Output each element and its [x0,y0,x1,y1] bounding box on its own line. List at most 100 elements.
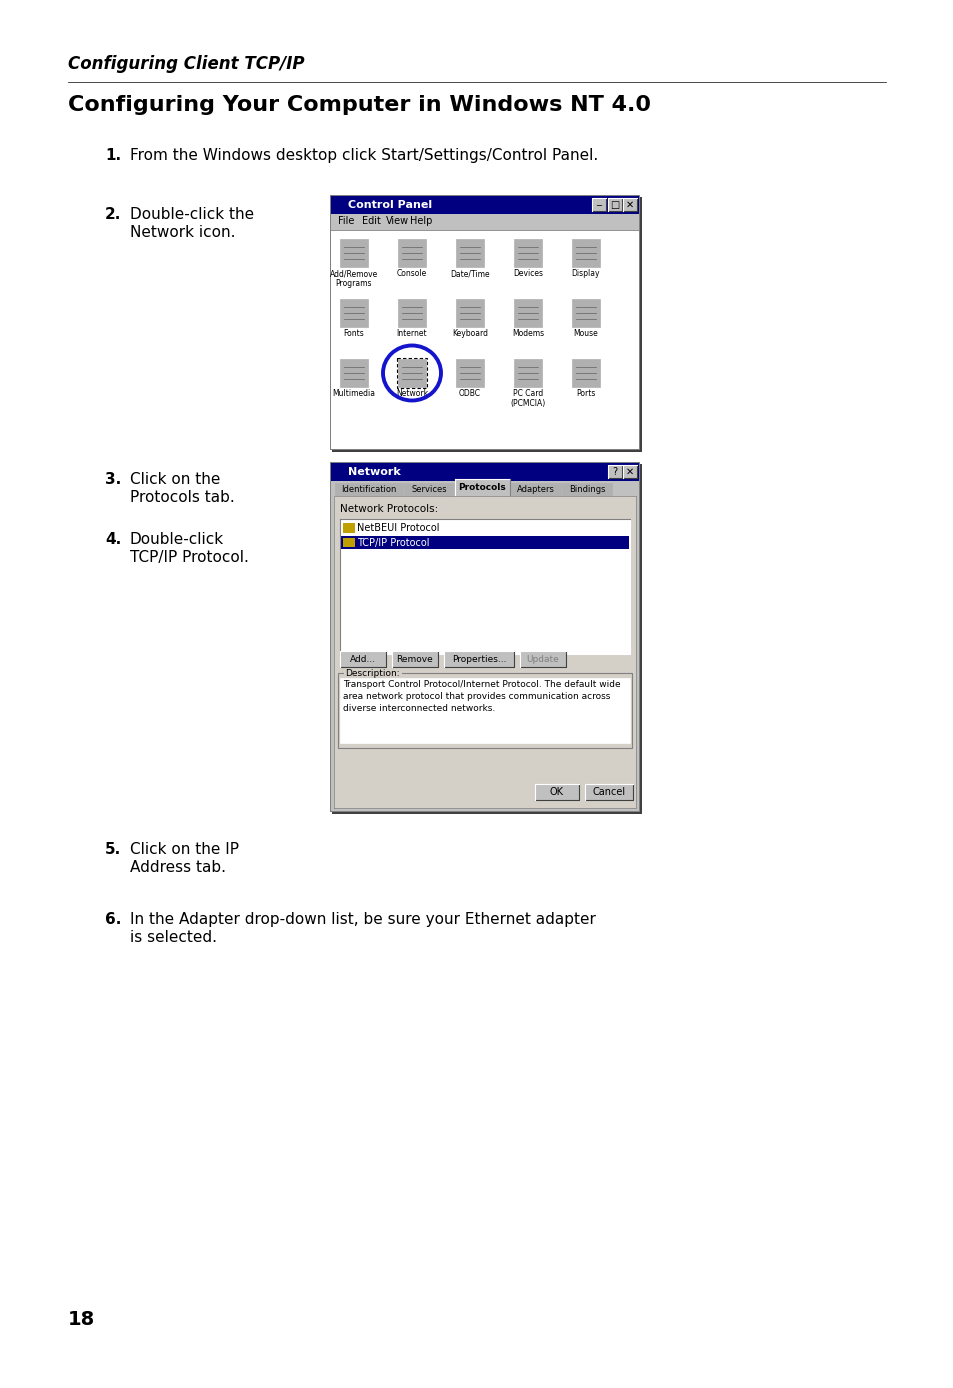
Bar [397,239,426,266]
Bar [331,482,639,811]
Text: Help: Help [410,217,432,226]
Text: Control Panel: Control Panel [348,200,432,210]
Text: Remove: Remove [396,655,433,663]
Text: Devices: Devices [513,269,542,278]
Text: 2.: 2. [105,207,121,222]
Bar [340,536,628,550]
Bar [535,784,578,799]
Text: 1.: 1. [105,149,121,162]
Bar [339,239,368,266]
Text: Network: Network [348,466,400,477]
Bar [330,194,639,450]
Bar [572,298,599,328]
Text: 5.: 5. [105,843,121,856]
Bar [339,651,386,668]
Bar [397,359,426,387]
Text: 3.: 3. [105,472,121,487]
Bar [330,462,639,812]
Text: Network icon.: Network icon. [130,225,235,240]
Bar [561,483,612,496]
Bar [443,651,514,668]
Bar [622,465,637,477]
Text: Keyboard: Keyboard [452,329,488,339]
Text: TCP/IP Protocol: TCP/IP Protocol [356,539,429,548]
Text: Identification: Identification [341,484,396,494]
Bar [456,239,483,266]
Bar [339,359,368,387]
Text: 18: 18 [68,1310,95,1328]
Bar [519,651,565,668]
Text: Edit: Edit [361,217,380,226]
Text: View: View [386,217,409,226]
Text: ?: ? [612,466,617,476]
Bar [607,465,621,477]
Bar [344,668,401,677]
Bar [335,483,402,496]
Bar [514,298,541,328]
Text: Transport Control Protocol/Internet Protocol. The default wide
area network prot: Transport Control Protocol/Internet Prot… [343,680,620,712]
Text: File: File [337,217,354,226]
Text: Address tab.: Address tab. [130,861,226,874]
Text: ─: ─ [596,200,601,210]
Text: Network: Network [395,389,428,398]
Bar [331,214,639,448]
Text: □: □ [610,200,619,210]
Bar [572,239,599,266]
Text: Bindings: Bindings [568,484,604,494]
Bar [331,230,639,448]
Text: Configuring Client TCP/IP: Configuring Client TCP/IP [68,56,304,74]
Text: ✕: ✕ [625,200,634,210]
Text: Configuring Your Computer in Windows NT 4.0: Configuring Your Computer in Windows NT … [68,94,650,115]
Text: Network Protocols:: Network Protocols: [339,504,437,514]
Bar [456,359,483,387]
Bar [511,483,560,496]
Text: NetBEUI Protocol: NetBEUI Protocol [356,523,439,533]
Text: is selected.: is selected. [130,930,216,945]
Text: Properties...: Properties... [452,655,506,663]
Text: Double-click the: Double-click the [130,207,253,222]
Bar [456,298,483,328]
Bar [331,214,639,230]
Bar [334,496,636,808]
Bar [397,298,426,328]
Bar [339,298,368,328]
Text: In the Adapter drop-down list, be sure your Ethernet adapter: In the Adapter drop-down list, be sure y… [130,912,596,927]
Text: Services: Services [411,484,446,494]
Bar [572,359,599,387]
Bar [337,673,631,748]
Text: 6.: 6. [105,912,121,927]
Text: Ports: Ports [576,389,595,398]
Bar [514,359,541,387]
Bar [622,198,637,211]
Text: OK: OK [550,787,563,797]
Bar [332,197,641,452]
Text: Fonts: Fonts [343,329,364,339]
Text: ✕: ✕ [625,466,634,476]
Text: Mouse: Mouse [573,329,598,339]
Bar [592,198,605,211]
Text: ODBC: ODBC [458,389,480,398]
Text: From the Windows desktop click Start/Settings/Control Panel.: From the Windows desktop click Start/Set… [130,149,598,162]
Bar [343,523,355,533]
Bar [331,464,639,482]
Text: Cancel: Cancel [592,787,625,797]
Bar [392,651,437,668]
Text: Description:: Description: [345,669,399,677]
Text: Add/Remove
Programs: Add/Remove Programs [330,269,377,287]
Bar [403,483,454,496]
Text: Adapters: Adapters [517,484,555,494]
Text: Protocols tab.: Protocols tab. [130,490,234,505]
Bar [332,464,641,813]
Text: Display: Display [571,269,599,278]
Text: PC Card
(PCMCIA): PC Card (PCMCIA) [510,389,545,408]
Text: Internet: Internet [396,329,427,339]
Bar [607,198,621,211]
Text: Modems: Modems [512,329,543,339]
Text: Protocols: Protocols [458,483,506,491]
Bar [331,196,639,214]
Text: Add...: Add... [350,655,375,663]
Text: 4.: 4. [105,532,121,547]
Text: TCP/IP Protocol.: TCP/IP Protocol. [130,550,249,565]
Bar [584,784,633,799]
Text: Update: Update [526,655,558,663]
